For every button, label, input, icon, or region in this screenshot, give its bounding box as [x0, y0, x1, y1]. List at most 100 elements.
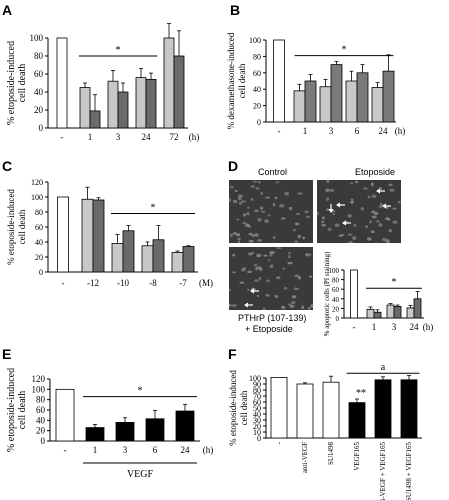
- cell: [389, 188, 395, 192]
- cell: [327, 227, 332, 232]
- panel-letter-f: F: [228, 346, 237, 362]
- x-unit-label: (h): [395, 126, 406, 136]
- y-tick-label: 40: [332, 296, 340, 304]
- y-axis-label-line2: cell death: [17, 209, 27, 244]
- x-tick-label: -: [64, 445, 67, 455]
- y-tick-label: 100: [30, 33, 44, 43]
- panel-letter-a: A: [2, 2, 13, 18]
- cell: [352, 236, 357, 240]
- cell: [236, 233, 241, 237]
- cell: [258, 276, 262, 281]
- y-tick-label: 70: [253, 392, 261, 401]
- y-tick-label: 20: [332, 305, 340, 313]
- x-tick-label: 24: [410, 322, 420, 332]
- cell: [246, 212, 250, 216]
- cell: [253, 263, 258, 267]
- x-tick-label: 24: [181, 445, 191, 455]
- bar: [92, 199, 105, 273]
- bar: [345, 80, 358, 123]
- bar: [55, 388, 75, 442]
- y-tick-label: 80: [253, 52, 261, 61]
- y-tick-label: 100: [249, 374, 261, 383]
- pthrp-caption-line2: + Etoposide: [245, 324, 293, 334]
- cell: [242, 221, 247, 225]
- cell: [232, 271, 236, 274]
- cell: [232, 232, 237, 235]
- y-tick-label: 100: [31, 193, 43, 202]
- x-tick-label: 3: [329, 126, 334, 136]
- bar: [171, 252, 184, 273]
- y-tick-label: 0: [257, 118, 261, 127]
- arrow-head: [376, 188, 380, 194]
- x-tick-label: 24: [142, 132, 152, 142]
- etoposide-micrograph: [317, 180, 401, 243]
- cell: [257, 217, 262, 222]
- y-tick-label: 80: [36, 395, 46, 405]
- y-tick-label: 120: [32, 374, 46, 384]
- micrograph-background: [229, 180, 313, 243]
- y-axis-label-line2: cell death: [239, 390, 249, 425]
- y-tick-label: 90: [253, 380, 261, 389]
- arrow-head: [328, 209, 334, 213]
- bar: [89, 110, 101, 129]
- cell: [272, 202, 276, 207]
- bar: [175, 410, 195, 442]
- y-tick-label: 20: [253, 102, 261, 111]
- cell: [378, 204, 383, 209]
- bar: [293, 90, 306, 123]
- x-unit-label: (h): [203, 445, 214, 455]
- cell: [272, 236, 276, 239]
- cell: [291, 295, 297, 299]
- bar: [366, 308, 375, 319]
- y-axis-label: % dexamethasone-induced: [226, 32, 236, 129]
- cell: [242, 213, 247, 217]
- cell: [297, 192, 303, 195]
- panel-letter-b: B: [230, 2, 241, 18]
- x-tick-label: -: [61, 132, 64, 142]
- significance-mark: **: [356, 388, 366, 399]
- x-unit-label: (M): [199, 278, 213, 288]
- x-tick-label: 1: [303, 126, 308, 136]
- y-tick-label: 100: [329, 267, 340, 275]
- cell: [347, 233, 353, 236]
- y-tick-label: 120: [31, 178, 43, 187]
- x-tick-label: anti-VEGF: [301, 442, 309, 473]
- arrow-head: [382, 203, 386, 209]
- cell: [236, 218, 240, 221]
- y-tick-label: 80: [332, 277, 340, 285]
- arrow-head: [244, 302, 248, 308]
- y-axis-label-line2: cell death: [17, 64, 28, 103]
- cell: [242, 267, 247, 271]
- cell: [371, 194, 377, 199]
- cell: [376, 219, 380, 223]
- cell: [262, 307, 266, 310]
- cell: [276, 247, 282, 250]
- bar: [122, 230, 135, 273]
- panel-letter-d: D: [228, 158, 239, 174]
- y-tick-label: 40: [253, 410, 261, 419]
- x-tick-label: anti-VEGF + VEGF165: [379, 442, 387, 500]
- cell: [257, 239, 262, 242]
- y-tick-label: 60: [253, 69, 261, 78]
- x-tick-label: -12: [87, 278, 99, 288]
- cell: [276, 276, 281, 280]
- cell: [237, 240, 241, 243]
- x-tick-label: 1: [88, 132, 93, 142]
- cell: [388, 229, 392, 233]
- y-tick-label: 40: [34, 87, 44, 97]
- y-tick-label: 40: [253, 85, 261, 94]
- cell: [392, 220, 398, 224]
- cell: [238, 201, 243, 205]
- cell: [347, 214, 352, 218]
- cell: [281, 217, 286, 220]
- cell: [297, 234, 301, 239]
- y-tick-label: 80: [253, 386, 261, 395]
- cell: [371, 215, 377, 219]
- cell: [397, 200, 401, 204]
- cell: [326, 197, 330, 202]
- cell: [294, 274, 300, 278]
- cell: [287, 251, 291, 255]
- cell: [350, 200, 354, 204]
- x-tick-label: -: [62, 278, 65, 288]
- bar: [386, 304, 395, 319]
